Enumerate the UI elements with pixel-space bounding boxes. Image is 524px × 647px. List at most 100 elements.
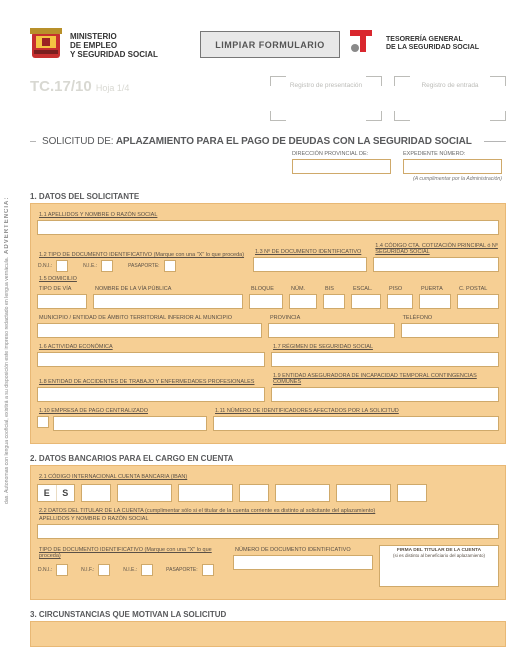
d-num-input[interactable] (289, 294, 317, 309)
ministry-line1: MINISTERIO (70, 32, 117, 41)
doc-number-input[interactable] (253, 257, 367, 272)
d-puerta-input[interactable] (419, 294, 451, 309)
num-identificadores-input[interactable] (213, 416, 499, 431)
title-prefix: SOLICITUD DE: (42, 136, 114, 147)
s16-label: 1.6 ACTIVIDAD ECONÓMICA (39, 344, 265, 350)
d-escal-input[interactable] (351, 294, 381, 309)
d-puerta-label: PUERTA (421, 286, 451, 292)
s22-apenom-label: APELLIDOS Y NOMBRE O RAZÓN SOCIAL (39, 516, 499, 522)
applicant-name-input[interactable] (37, 220, 499, 235)
pago-centralizado-input[interactable] (53, 416, 207, 431)
iban-group: ES (37, 484, 499, 502)
d-municipio-label: MUNICIPIO / ENTIDAD DE ÁMBITO TERRITORIA… (39, 315, 262, 321)
section3-heading: 3. CIRCUNSTANCIAS QUE MOTIVAN LA SOLICIT… (30, 610, 506, 619)
iban-country: ES (37, 484, 75, 502)
admin-expediente-label: EXPEDIENTE NÚMERO: (403, 151, 502, 157)
cb2-dni[interactable] (56, 564, 68, 576)
d-num-label: NÚM. (291, 286, 317, 292)
d-tipo-label: TIPO DE VÍA (39, 286, 87, 292)
s11-label: 1.1 APELLIDOS Y NOMBRE O RAZÓN SOCIAL (39, 212, 499, 218)
iban-e: E (38, 485, 57, 501)
d-tipo-input[interactable] (37, 294, 87, 309)
actividad-input[interactable] (37, 352, 265, 367)
form-code: TC.17/10 Hoja 1/4 (30, 78, 129, 95)
title-block: SOLICITUD DE: APLAZAMIENTO PARA EL PAGO … (30, 136, 506, 147)
cb-pago-centralizado[interactable] (37, 416, 49, 428)
d-provincia-input[interactable] (268, 323, 395, 338)
admin-expediente-input[interactable] (403, 159, 502, 174)
d-bloque-input[interactable] (249, 294, 283, 309)
stamp-entry: Registro de entrada (394, 76, 506, 121)
tgss-logo-icon (346, 26, 376, 58)
clear-form-button[interactable]: LIMPIAR FORMULARIO (200, 31, 340, 58)
iban-dc[interactable] (239, 484, 269, 502)
cb-pasaporte[interactable] (164, 260, 176, 272)
d-nombre-input[interactable] (93, 294, 243, 309)
form-page-number: Hoja 1/4 (96, 83, 130, 93)
section2-heading: 2. DATOS BANCARIOS PARA EL CARGO EN CUEN… (30, 454, 506, 463)
admin-provincial-label: DIRECCIÓN PROVINCIAL DE: (292, 151, 391, 157)
cb2-pas[interactable] (202, 564, 214, 576)
cb2-nif[interactable] (98, 564, 110, 576)
iban-acc1[interactable] (275, 484, 330, 502)
ministry-text: MINISTERIO DE EMPLEO Y SEGURIDAD SOCIAL (70, 32, 158, 60)
s21-label: 2.1 CÓDIGO INTERNACIONAL CUENTA BANCARIA… (39, 474, 499, 480)
s17-label: 1.7 RÉGIMEN DE SEGURIDAD SOCIAL (273, 344, 499, 350)
cb2-dni-label: D.N.I.: (38, 567, 52, 573)
cb2-nie[interactable] (141, 564, 153, 576)
cb-dni[interactable] (56, 260, 68, 272)
d-bis-label: BIS (325, 286, 345, 292)
stamp-presentation: Registro de presentación (270, 76, 382, 121)
ccc-input[interactable] (373, 257, 499, 272)
titular-numdoc-input[interactable] (233, 555, 373, 570)
s14-label: 1.4 CÓDIGO CTA. COTIZACIÓN PRINCIPAL ó N… (375, 243, 499, 255)
left-note-title: ADVERTENCIA: (4, 196, 10, 253)
s12-label: 1.2 TIPO DE DOCUMENTO IDENTIFICATIVO (Ma… (39, 252, 247, 258)
d-nombre-label: NOMBRE DE LA VÍA PÚBLICA (95, 286, 243, 292)
tgss-line2: DE LA SEGURIDAD SOCIAL (386, 44, 479, 51)
cb-nie[interactable] (101, 260, 113, 272)
entidad-it-input[interactable] (271, 387, 499, 402)
titular-numdoc-label: NÚMERO DE DOCUMENTO IDENTIFICATIVO (235, 547, 373, 553)
section1-heading: 1. DATOS DEL SOLICITANTE (30, 192, 506, 201)
section1-panel: 1.1 APELLIDOS Y NOMBRE O RAZÓN SOCIAL 1.… (30, 203, 506, 444)
admin-provincial-input[interactable] (292, 159, 391, 174)
s19-label: 1.9 ENTIDAD ASEGURADORA DE INCAPACIDAD T… (273, 373, 499, 385)
d-bis-input[interactable] (323, 294, 345, 309)
s15-label: 1.5 DOMICILIO (39, 276, 499, 282)
signature-box: FIRMA DEL TITULAR DE LA CUENTA (si es di… (379, 545, 499, 587)
ministry-line2: DE EMPLEO (70, 41, 117, 50)
entidad-at-input[interactable] (37, 387, 265, 402)
cb2-nie-label: N.I.E.: (123, 567, 137, 573)
d-piso-input[interactable] (387, 294, 413, 309)
cb2-pas-label: PASAPORTE: (166, 567, 198, 573)
s110-label: 1.10 EMPRESA DE PAGO CENTRALIZADO (39, 408, 207, 414)
form-header: MINISTERIO DE EMPLEO Y SEGURIDAD SOCIAL … (30, 18, 506, 88)
ministry-line3: Y SEGURIDAD SOCIAL (70, 50, 158, 59)
iban-s: S (57, 485, 75, 501)
d-escal-label: ESCAL. (353, 286, 381, 292)
s22-label: 2.2 DATOS DEL TITULAR DE LA CUENTA (cump… (39, 508, 499, 514)
signature-subheading: (si es distinto al beneficiario del apla… (382, 553, 496, 558)
d-municipio-input[interactable] (37, 323, 262, 338)
iban-check[interactable] (81, 484, 111, 502)
d-provincia-label: PROVINCIA (270, 315, 395, 321)
cb-pasaporte-label: PASAPORTE: (128, 263, 160, 269)
left-advertisement: das. Autonomas con lengua cooficial, exi… (4, 180, 18, 520)
d-telefono-input[interactable] (401, 323, 499, 338)
cb-nie-label: N.I.E.: (83, 263, 97, 269)
d-cpostal-input[interactable] (457, 294, 499, 309)
section2-panel: 2.1 CÓDIGO INTERNACIONAL CUENTA BANCARIA… (30, 465, 506, 600)
iban-acc3[interactable] (397, 484, 427, 502)
d-piso-label: PISO (389, 286, 413, 292)
title-main: APLAZAMIENTO PARA EL PAGO DE DEUDAS CON … (116, 136, 472, 147)
iban-bank[interactable] (117, 484, 172, 502)
regimen-input[interactable] (271, 352, 499, 367)
d-bloque-label: BLOQUE (251, 286, 283, 292)
iban-branch[interactable] (178, 484, 233, 502)
tgss-text: TESORERÍA GENERAL DE LA SEGURIDAD SOCIAL (386, 36, 506, 52)
admin-fields: DIRECCIÓN PROVINCIAL DE: EXPEDIENTE NÚME… (30, 151, 506, 174)
cb2-nif-label: N.I.F.: (81, 567, 94, 573)
iban-acc2[interactable] (336, 484, 391, 502)
stamp-row: Registro de presentación Registro de ent… (270, 76, 506, 121)
